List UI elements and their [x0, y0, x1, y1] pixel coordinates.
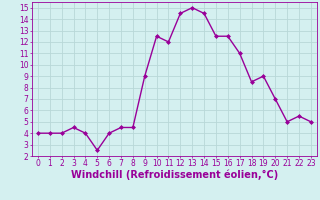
X-axis label: Windchill (Refroidissement éolien,°C): Windchill (Refroidissement éolien,°C) [71, 170, 278, 180]
